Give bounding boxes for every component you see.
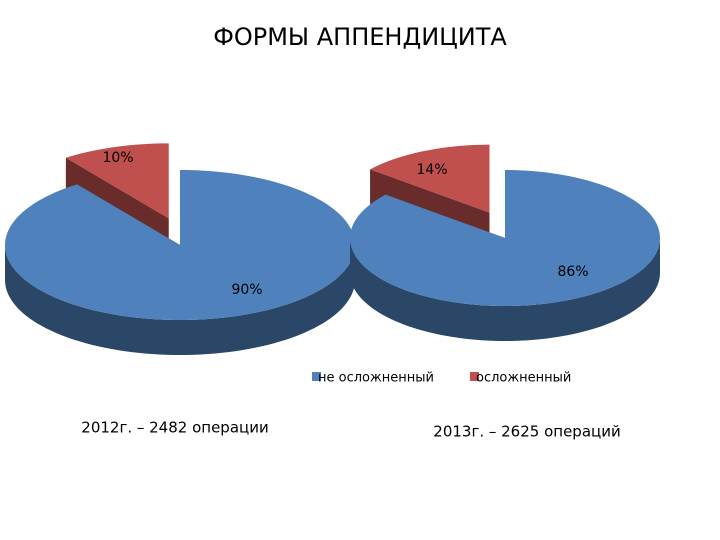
data-label: 90% bbox=[231, 282, 262, 298]
caption: 2013г. – 2625 операций bbox=[433, 423, 620, 441]
pie-side bbox=[5, 245, 355, 355]
pie-slice bbox=[350, 170, 660, 306]
chart-title: ФОРМЫ АППЕНДИЦИТА bbox=[213, 23, 507, 51]
data-label: 86% bbox=[557, 264, 588, 280]
legend-swatch bbox=[470, 372, 479, 381]
pie-slice bbox=[65, 143, 169, 219]
pie-side bbox=[350, 238, 660, 341]
legend-label: осложненный bbox=[476, 371, 571, 386]
data-label: 14% bbox=[416, 162, 447, 178]
data-label: 10% bbox=[102, 150, 133, 166]
pie-slice bbox=[370, 144, 490, 213]
caption: 2012г. – 2482 операции bbox=[81, 419, 268, 437]
pie-slice bbox=[5, 170, 355, 320]
legend-swatch bbox=[312, 372, 321, 381]
legend-label: не осложненный bbox=[318, 371, 434, 386]
